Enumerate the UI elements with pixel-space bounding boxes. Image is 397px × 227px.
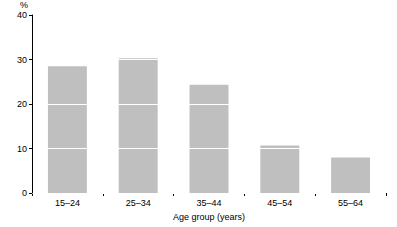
svg-text:15–24: 15–24 (55, 198, 80, 208)
svg-text:55–64: 55–64 (338, 198, 363, 208)
svg-text:45–54: 45–54 (267, 198, 292, 208)
svg-text:20: 20 (17, 99, 27, 109)
svg-text:35–44: 35–44 (196, 198, 221, 208)
svg-text:0: 0 (22, 188, 27, 198)
svg-text:40: 40 (17, 10, 27, 20)
svg-text:25–34: 25–34 (126, 198, 151, 208)
svg-text:10: 10 (17, 144, 27, 154)
svg-text:%: % (20, 0, 28, 10)
svg-text:30: 30 (17, 55, 27, 65)
svg-text:Age group (years): Age group (years) (173, 212, 245, 222)
